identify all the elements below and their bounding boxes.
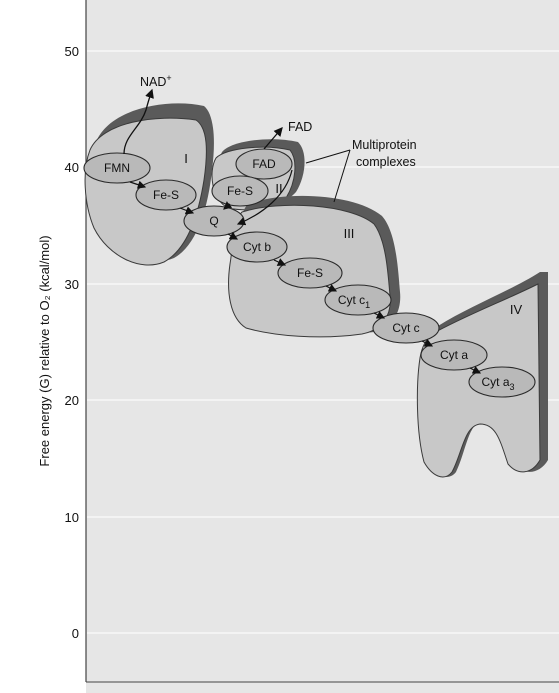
carrier-cyt-a3 <box>468 366 536 398</box>
carriers <box>83 148 536 398</box>
multiprotein-label-line1: Multiprotein <box>352 138 417 152</box>
complex-label-ii: II <box>275 181 282 196</box>
carrier-fes-3 <box>277 257 343 289</box>
tick-label-0: 0 <box>72 626 79 641</box>
tick-label-50: 50 <box>65 44 79 59</box>
fad-out-label: FAD <box>288 120 312 134</box>
multiprotein-label-line2: complexes <box>356 155 416 169</box>
carrier-label-cyt-c1: Cyt c1 <box>338 293 370 310</box>
nad-arrow <box>123 88 154 155</box>
complex-label-i: I <box>184 151 188 166</box>
carrier-label-cyt-a: Cyt a <box>440 348 468 362</box>
carrier-label-fmn: FMN <box>104 161 130 175</box>
tick-label-20: 20 <box>65 393 79 408</box>
carrier-label-cyt-c: Cyt c <box>392 321 419 335</box>
carrier-cyt-c <box>372 312 440 344</box>
nad-label: NAD+ <box>140 73 172 89</box>
carrier-label-fes-1: Fe-S <box>153 188 179 202</box>
carrier-label-fes-2: Fe-S <box>227 184 253 198</box>
flow-arrows <box>129 169 482 374</box>
carrier-cyt-b <box>226 231 288 263</box>
carrier-cyt-c1 <box>324 284 392 316</box>
y-axis-label: Free energy (G) relative to O₂ (kcal/mol… <box>37 235 52 466</box>
carrier-fes-2 <box>211 175 269 207</box>
multiprotein-callout-lines <box>305 149 351 203</box>
fad-arrow <box>263 127 283 150</box>
tick-label-30: 30 <box>65 277 79 292</box>
complex-label-iii: III <box>344 226 355 241</box>
complex-label-iv: IV <box>510 302 523 317</box>
carrier-label-cyt-a3: Cyt a3 <box>481 375 514 392</box>
carrier-fes-1 <box>135 179 197 211</box>
tick-label-10: 10 <box>65 510 79 525</box>
tick-label-40: 40 <box>65 160 79 175</box>
carrier-fmn <box>83 152 151 184</box>
carrier-cyt-a <box>420 339 488 371</box>
carrier-label-fad: FAD <box>252 157 276 171</box>
carrier-label-cyt-b: Cyt b <box>243 240 271 254</box>
carrier-label-q: Q <box>209 214 218 228</box>
carrier-label-fes-3: Fe-S <box>297 266 323 280</box>
